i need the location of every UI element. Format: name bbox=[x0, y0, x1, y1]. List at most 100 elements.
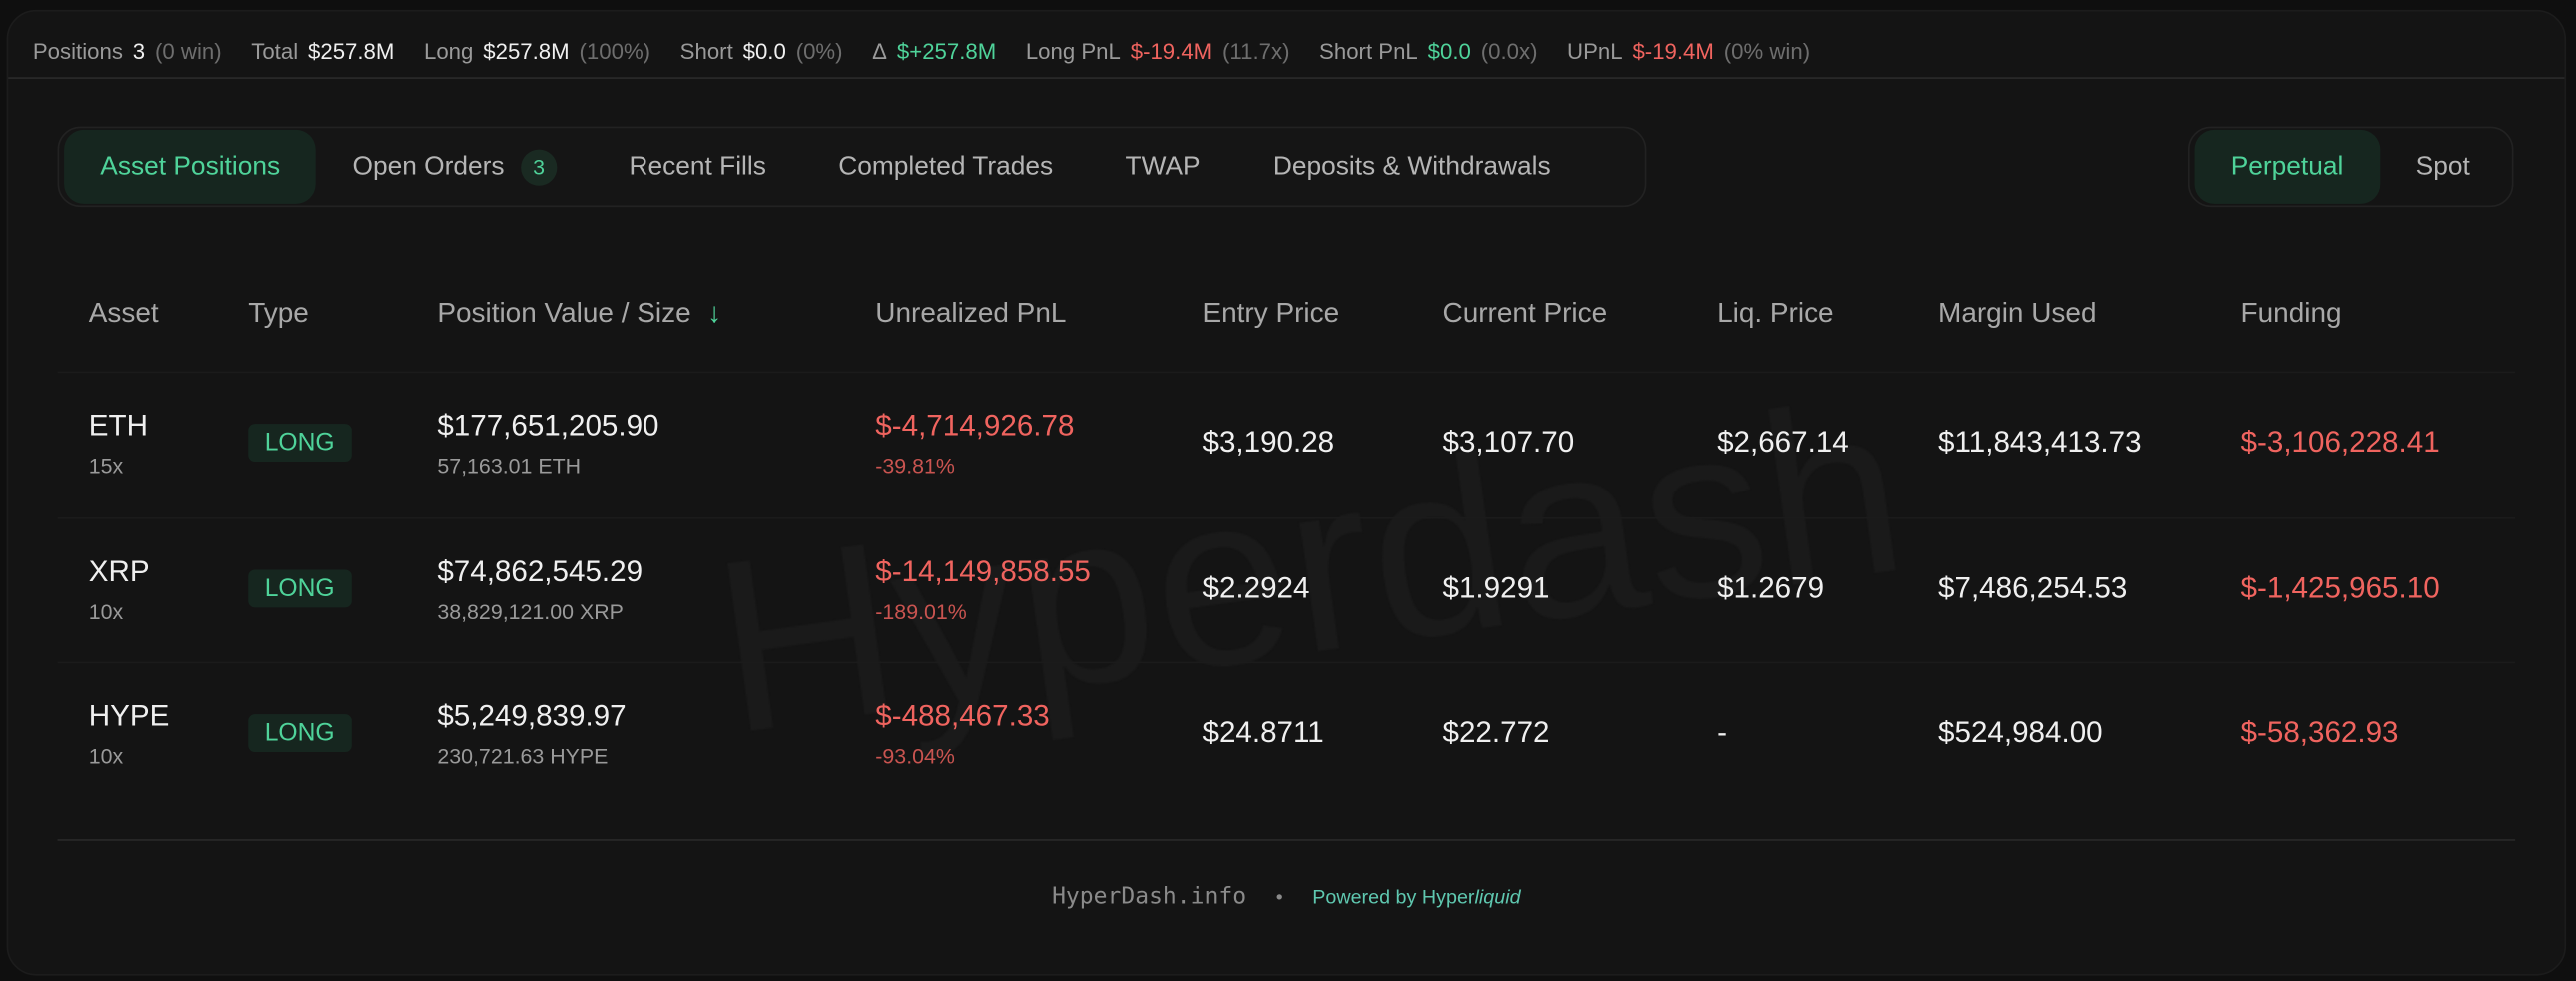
note: (0.0x) bbox=[1480, 39, 1538, 65]
leverage: 10x bbox=[88, 743, 124, 769]
header-liq-price[interactable]: Liq. Price bbox=[1717, 297, 1834, 329]
market-toggle: Perpetual Spot bbox=[2187, 126, 2514, 208]
entry-price: $2.2924 bbox=[1202, 570, 1310, 604]
asset-name[interactable]: HYPE bbox=[88, 699, 170, 733]
header-position-value[interactable]: Position Value / Size ↓ bbox=[437, 298, 721, 331]
tab-completed-trades[interactable]: Completed Trades bbox=[802, 130, 1089, 204]
tab-label: Recent Fills bbox=[629, 152, 766, 181]
value: $-19.4M bbox=[1130, 39, 1213, 65]
label: Δ bbox=[872, 39, 888, 65]
leverage: 15x bbox=[88, 453, 124, 479]
header-entry-price[interactable]: Entry Price bbox=[1202, 297, 1340, 329]
toggle-spot[interactable]: Spot bbox=[2379, 130, 2505, 204]
toggle-perpetual[interactable]: Perpetual bbox=[2194, 129, 2380, 204]
upnl-percent: -39.81% bbox=[875, 453, 955, 479]
upnl-cell: $-14,149,858.55 -189.01% bbox=[875, 554, 1091, 623]
asset-cell: XRP 10x bbox=[89, 554, 150, 623]
position-cell: $74,862,545.29 38,829,121.00 XRP bbox=[437, 554, 643, 623]
toggle-label: Spot bbox=[2415, 152, 2470, 181]
header-type[interactable]: Type bbox=[248, 297, 309, 329]
stat-short-pnl: Short PnL $0.0 (0.0x) bbox=[1319, 39, 1537, 72]
note: (0%) bbox=[795, 39, 843, 65]
liq-price: - bbox=[1717, 715, 1727, 749]
funding: $-58,362.93 bbox=[2240, 715, 2399, 749]
label: Total bbox=[251, 39, 299, 65]
summary-bar: Positions 3 (0 win) Total $257.8M Long $257.… bbox=[33, 39, 1810, 72]
note: (0 win) bbox=[155, 39, 222, 65]
type-cell: LONG bbox=[248, 568, 352, 607]
label: Short PnL bbox=[1319, 39, 1418, 65]
stat-total: Total $257.8M bbox=[251, 39, 394, 72]
position-size: 230,721.63 HYPE bbox=[437, 743, 609, 769]
tab-twap[interactable]: TWAP bbox=[1089, 130, 1236, 204]
value: $257.8M bbox=[483, 39, 570, 65]
upnl-percent: -189.01% bbox=[875, 598, 967, 623]
current-price: $22.772 bbox=[1442, 715, 1550, 749]
value: $0.0 bbox=[1427, 39, 1471, 65]
header-label: Position Value / Size bbox=[437, 297, 691, 329]
tab-label: Deposits & Withdrawals bbox=[1272, 152, 1551, 181]
header-current-price[interactable]: Current Price bbox=[1442, 297, 1608, 329]
tab-label: Open Orders bbox=[352, 152, 505, 181]
tab-label: Asset Positions bbox=[100, 152, 281, 181]
asset-name[interactable]: XRP bbox=[88, 553, 150, 587]
margin-used: $524,984.00 bbox=[1938, 715, 2103, 749]
position-cell: $5,249,839.97 230,721.63 HYPE bbox=[437, 699, 626, 768]
position-cell: $177,651,205.90 57,163.01 ETH bbox=[437, 409, 658, 478]
site-link[interactable]: HyperDash.info bbox=[1052, 883, 1247, 910]
table-row[interactable]: HYPE 10x LONG $5,249,839.97 230,721.63 H… bbox=[57, 661, 2516, 808]
label: Long bbox=[423, 39, 474, 65]
asset-cell: ETH 15x bbox=[89, 409, 148, 478]
upnl-cell: $-488,467.33 -93.04% bbox=[875, 699, 1049, 768]
upnl-value: $-14,149,858.55 bbox=[875, 553, 1091, 587]
value: $-19.4M bbox=[1632, 39, 1714, 65]
count-badge: 3 bbox=[520, 148, 558, 185]
header-funding[interactable]: Funding bbox=[2240, 297, 2342, 329]
liq-price: $1.2679 bbox=[1717, 570, 1825, 604]
position-value: $5,249,839.97 bbox=[437, 699, 627, 733]
tab-asset-positions[interactable]: Asset Positions bbox=[64, 129, 317, 204]
margin-used: $11,843,413.73 bbox=[1938, 425, 2142, 459]
header-asset[interactable]: Asset bbox=[88, 297, 159, 329]
label: Positions bbox=[32, 39, 123, 65]
asset-name[interactable]: ETH bbox=[88, 409, 148, 443]
label: Long PnL bbox=[1025, 39, 1121, 65]
stat-upnl: UPnL $-19.4M (0% win) bbox=[1567, 39, 1810, 72]
liq-price: $2,667.14 bbox=[1717, 425, 1849, 459]
tab-label: Completed Trades bbox=[838, 152, 1054, 181]
note: (100%) bbox=[579, 39, 651, 65]
toggle-label: Perpetual bbox=[2230, 152, 2344, 181]
side-badge: LONG bbox=[248, 424, 352, 462]
funding: $-3,106,228.41 bbox=[2240, 425, 2440, 459]
note: (11.7x) bbox=[1222, 39, 1290, 65]
header-unrealized-pnl[interactable]: Unrealized PnL bbox=[875, 297, 1067, 329]
powered-by-link[interactable]: Powered by Hyperliquid bbox=[1312, 885, 1520, 908]
tab-label: TWAP bbox=[1125, 152, 1201, 181]
powered-prefix: Powered by Hyper bbox=[1312, 885, 1475, 909]
footer-divider bbox=[57, 839, 2516, 841]
tab-deposits-withdrawals[interactable]: Deposits & Withdrawals bbox=[1237, 130, 1587, 204]
tab-recent-fills[interactable]: Recent Fills bbox=[593, 130, 802, 204]
stat-long: Long $257.8M (100%) bbox=[424, 39, 650, 72]
table-row[interactable]: XRP 10x LONG $74,862,545.29 38,829,121.0… bbox=[57, 516, 2516, 662]
positions-panel: Positions 3 (0 win) Total $257.8M Long $257.… bbox=[6, 9, 2567, 976]
stat-positions: Positions 3 (0 win) bbox=[33, 39, 222, 72]
upnl-value: $-488,467.33 bbox=[875, 699, 1050, 733]
value: $+257.8M bbox=[896, 39, 997, 65]
upnl-percent: -93.04% bbox=[875, 743, 955, 769]
label: Short bbox=[679, 39, 733, 65]
value: $257.8M bbox=[308, 39, 395, 65]
table-row[interactable]: ETH 15x LONG $177,651,205.90 57,163.01 E… bbox=[57, 371, 2516, 517]
side-badge: LONG bbox=[248, 714, 352, 752]
tab-open-orders[interactable]: Open Orders 3 bbox=[316, 130, 593, 204]
asset-cell: HYPE 10x bbox=[89, 699, 170, 768]
powered-italic: liquid bbox=[1474, 885, 1521, 909]
stat-delta: Δ $+257.8M bbox=[872, 39, 996, 72]
side-badge: LONG bbox=[248, 568, 352, 607]
note: (0% win) bbox=[1723, 39, 1811, 65]
type-cell: LONG bbox=[248, 714, 352, 752]
footer: HyperDash.info • Powered by Hyperliquid bbox=[8, 884, 2564, 910]
stat-long-pnl: Long PnL $-19.4M (11.7x) bbox=[1026, 39, 1290, 72]
header-margin-used[interactable]: Margin Used bbox=[1938, 297, 2097, 329]
arrow-down-icon: ↓ bbox=[707, 297, 722, 329]
